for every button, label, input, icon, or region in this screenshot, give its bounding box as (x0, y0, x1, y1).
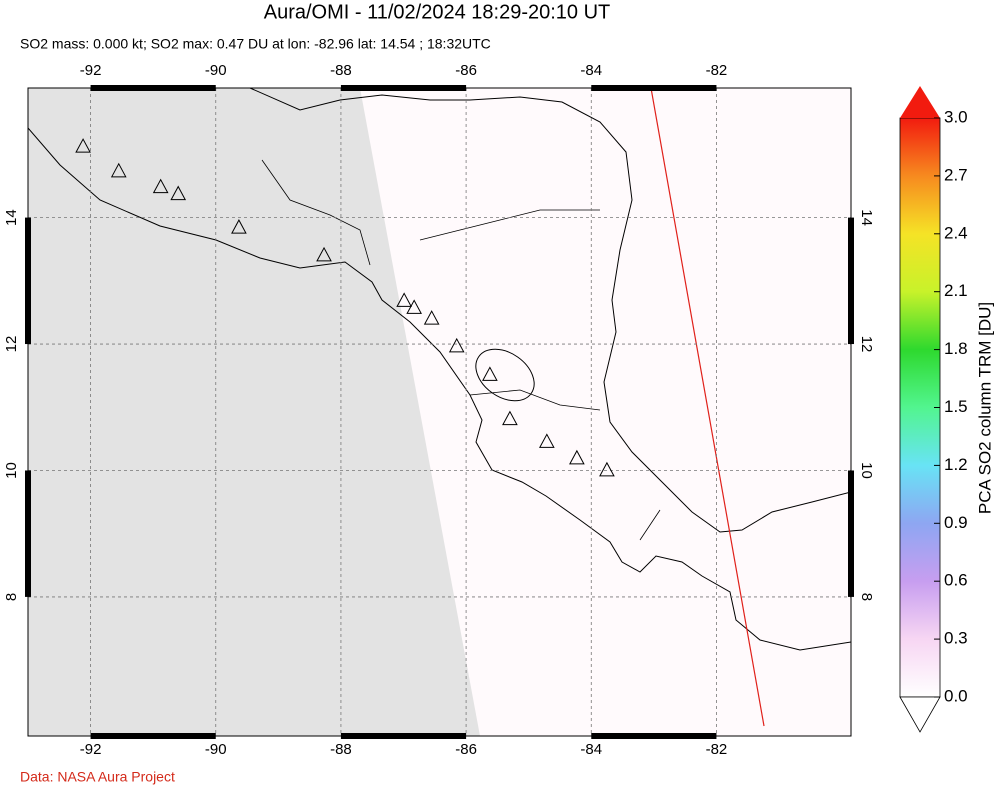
volcano (75, 138, 91, 153)
colorbar-label: PCA SO2 column TRM [DU] (975, 302, 994, 514)
x-tick-label: -90 (205, 741, 227, 758)
frame-bar (90, 733, 216, 739)
x-tick-label: -90 (205, 62, 227, 79)
volcano (569, 449, 585, 465)
frame-bar (25, 470, 31, 597)
volcano (502, 410, 518, 426)
x-tick-label: -86 (455, 62, 477, 79)
volcano (170, 185, 187, 201)
volcano (448, 337, 465, 353)
y-tick-label: 8 (858, 593, 875, 601)
pacific-coastline (28, 127, 851, 651)
volcano (396, 292, 412, 307)
colorbar-min-arrow (899, 696, 941, 733)
colorbar-tick-label: 0.0 (944, 686, 968, 705)
frame-bar (848, 470, 854, 597)
x-tick-label: -92 (80, 62, 102, 79)
volcano (538, 433, 555, 448)
colorbar-tick-label: 3.0 (944, 107, 968, 126)
y-tick-label: 10 (3, 462, 20, 479)
colorbar-max-arrow (900, 86, 940, 118)
orbit-track (650, 88, 765, 727)
x-tick-label: -82 (706, 62, 728, 79)
volcano (231, 219, 247, 234)
y-tick-label: 8 (3, 593, 20, 601)
volcano (599, 461, 615, 477)
title: Aura/OMI - 11/02/2024 18:29-20:10 UT (264, 1, 611, 23)
colorbar-tick-label: 1.5 (944, 397, 968, 416)
volcano (110, 162, 127, 178)
colorbar-tick-label: 0.3 (944, 629, 968, 648)
colorbar-tick-label: 2.1 (944, 281, 968, 300)
frame-bar (25, 217, 31, 345)
y-tick-label: 14 (3, 209, 20, 226)
borders (261, 159, 661, 541)
volcano (482, 366, 498, 381)
frame-bar (591, 733, 717, 739)
frame-bar (90, 85, 216, 91)
x-tick-label: -86 (455, 741, 477, 758)
x-tick-label: -84 (580, 741, 602, 758)
x-tick-label: -92 (80, 741, 102, 758)
colorbar-tick-label: 2.4 (944, 223, 968, 242)
volcano (316, 246, 332, 262)
colorbar-tick-label: 2.7 (944, 165, 968, 184)
caribbean-coastline (249, 88, 851, 533)
subtitle: SO2 mass: 0.000 kt; SO2 max: 0.47 DU at … (20, 36, 491, 52)
x-tick-label: -82 (706, 741, 728, 758)
frame-bar (848, 217, 854, 345)
no-data-region (28, 88, 480, 736)
x-tick-label: -84 (580, 62, 602, 79)
x-tick-label: -88 (330, 62, 352, 79)
y-tick-label: 12 (858, 336, 875, 353)
frame-bar (340, 733, 467, 739)
y-tick-label: 12 (3, 336, 20, 353)
y-tick-label: 14 (858, 209, 875, 226)
footer: Data: NASA Aura Project (20, 769, 175, 785)
volcano (152, 178, 169, 194)
frame-bar (591, 85, 717, 91)
x-tick-label: -88 (330, 741, 352, 758)
colorbar-tick-label: 0.9 (944, 513, 968, 532)
frame-bar (340, 85, 467, 91)
colorbar-tick-label: 0.6 (944, 571, 968, 590)
colorbar-tick-label: 1.8 (944, 339, 968, 358)
volcano (406, 299, 422, 314)
colorbar-tick-label: 1.2 (944, 455, 968, 474)
volcano (423, 310, 440, 325)
lake-nicaragua (475, 348, 535, 402)
y-tick-label: 10 (858, 462, 875, 479)
map-area (28, 88, 851, 736)
